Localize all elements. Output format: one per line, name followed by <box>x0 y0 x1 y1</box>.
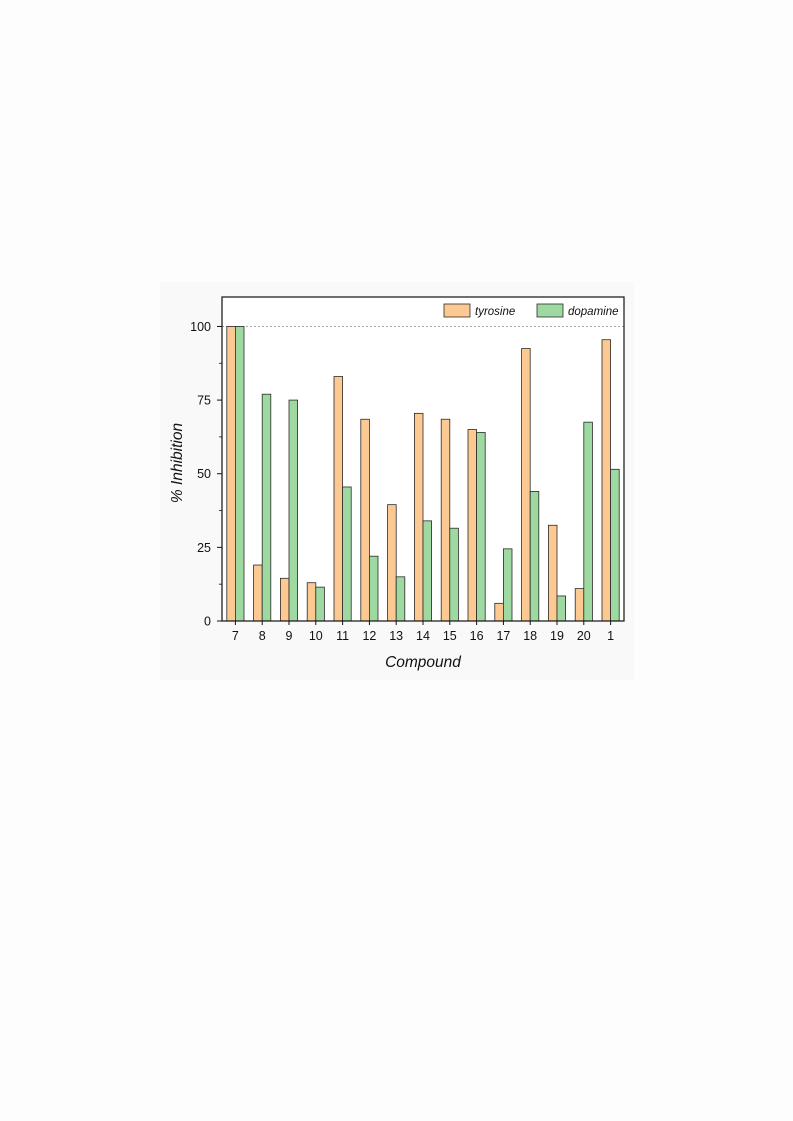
bar-tyrosine-1 <box>601 339 612 622</box>
bar-dopamine-18 <box>529 490 540 622</box>
x-tick-label-10: 10 <box>309 629 323 643</box>
x-tick-label-8: 8 <box>259 629 266 643</box>
bar-dopamine-20 <box>583 421 593 622</box>
bar-tyrosine-15 <box>440 418 451 622</box>
bar-tyrosine-17 <box>494 602 504 622</box>
bar-tyrosine-12 <box>360 418 370 622</box>
bar-chart: 0 25 50 75 100 7 8 9 10 11 12 13 14 15 16 17 18 19 20 1 Comp… <box>169 296 625 671</box>
bar-dopamine-7 <box>235 326 245 622</box>
bar-dopamine-19 <box>556 595 567 622</box>
legend-swatch-tyrosine <box>443 303 471 318</box>
bar-tyrosine-14 <box>413 412 424 622</box>
bar-dopamine-15 <box>449 527 459 622</box>
bar-tyrosine-19 <box>547 524 558 622</box>
x-tick-label-18: 18 <box>523 629 537 643</box>
x-tick-label-1: 1 <box>607 629 614 643</box>
bar-tyrosine-11 <box>333 376 344 622</box>
legend-label-dopamine: dopamine <box>568 306 619 318</box>
y-tick-label-50: 50 <box>197 467 211 481</box>
bar-dopamine-12 <box>368 555 379 622</box>
legend-label-tyrosine: tyrosine <box>475 306 515 318</box>
y-tick-label-0: 0 <box>204 615 211 629</box>
x-tick-label-14: 14 <box>416 629 430 643</box>
y-tick-label-100: 100 <box>190 320 211 334</box>
bar-dopamine-11 <box>342 486 352 622</box>
bar-tyrosine-7 <box>226 326 236 622</box>
bar-dopamine-9 <box>288 399 299 622</box>
figure-panel: 0 25 50 75 100 7 8 9 10 11 12 13 14 15 16 17 18 19 20 1 Comp… <box>160 282 634 680</box>
bar-tyrosine-16 <box>467 429 478 622</box>
x-tick-label-13: 13 <box>389 629 403 643</box>
x-tick-label-20: 20 <box>577 629 591 643</box>
bar-tyrosine-9 <box>280 577 290 622</box>
bar-tyrosine-13 <box>387 504 397 622</box>
x-tick-label-11: 11 <box>336 629 349 643</box>
y-tick-label-25: 25 <box>197 541 211 555</box>
bar-tyrosine-20 <box>574 588 585 622</box>
x-tick-label-9: 9 <box>286 629 293 643</box>
bar-dopamine-16 <box>476 432 486 622</box>
y-tick-label-75: 75 <box>197 394 211 408</box>
legend-swatch-dopamine <box>536 303 564 318</box>
x-tick-label-15: 15 <box>443 629 457 643</box>
bar-dopamine-17 <box>502 548 513 622</box>
x-tick-label-12: 12 <box>362 629 376 643</box>
bar-tyrosine-18 <box>521 348 531 622</box>
x-tick-label-19: 19 <box>550 629 564 643</box>
bar-dopamine-8 <box>261 393 272 622</box>
x-tick-label-17: 17 <box>496 629 510 643</box>
bar-dopamine-10 <box>315 586 325 622</box>
bar-dopamine-13 <box>395 576 406 622</box>
bar-dopamine-1 <box>610 468 620 622</box>
bar-tyrosine-10 <box>306 582 317 622</box>
bar-dopamine-14 <box>422 520 433 622</box>
bar-tyrosine-8 <box>253 564 263 622</box>
x-tick-label-7: 7 <box>232 629 239 643</box>
y-axis-title: % Inhibition <box>169 423 186 503</box>
x-tick-label-16: 16 <box>470 629 484 643</box>
x-axis-title: Compound <box>385 654 462 671</box>
